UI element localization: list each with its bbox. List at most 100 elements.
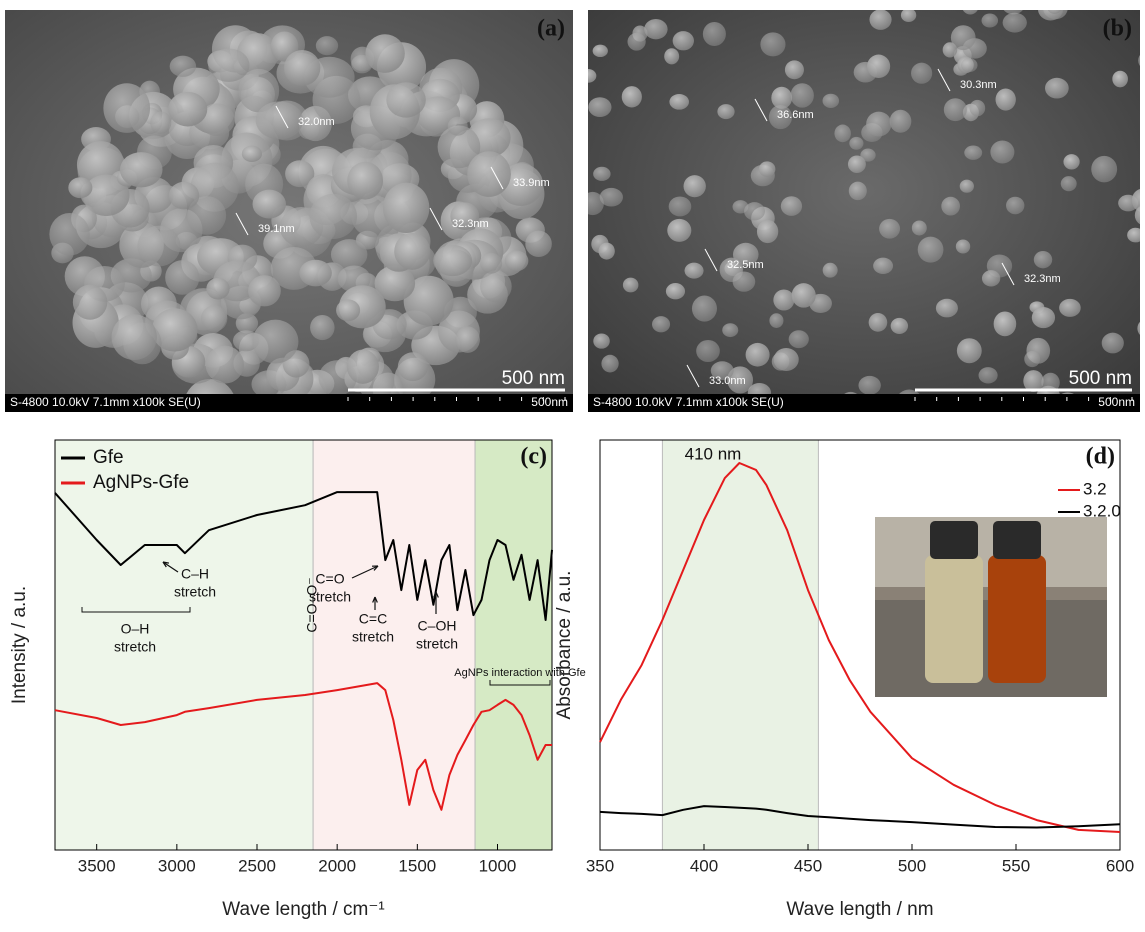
particle [525, 231, 552, 257]
page: {"images":[ {"label":"(a)","measurements… [0, 0, 1145, 927]
particle [588, 97, 611, 117]
particle [834, 125, 851, 143]
particle [365, 34, 404, 73]
particle [979, 367, 998, 383]
particle [684, 175, 706, 197]
region [475, 440, 552, 850]
particle [849, 137, 863, 150]
particle [789, 330, 809, 348]
particle [692, 296, 717, 322]
particle [873, 258, 893, 274]
cap-right [993, 521, 1041, 559]
x-tick-label: 500 [898, 856, 926, 875]
particle [849, 182, 867, 201]
particle [622, 86, 642, 107]
particle [49, 213, 89, 256]
annotation: stretch [114, 639, 156, 655]
particle [943, 42, 957, 57]
particle [628, 33, 646, 51]
particle [823, 94, 840, 108]
particle [733, 271, 756, 291]
particle [760, 32, 785, 56]
particle [961, 58, 977, 72]
particle [956, 240, 970, 254]
particle [757, 220, 778, 243]
particle [1127, 228, 1144, 243]
measurement: 33.9nm [513, 177, 550, 189]
particle [918, 237, 944, 263]
particle [869, 313, 888, 332]
particle [256, 101, 303, 139]
particle [1024, 351, 1040, 367]
scale: 500nm [1098, 395, 1135, 409]
particle [593, 45, 608, 57]
particle [970, 100, 986, 117]
particle [598, 243, 614, 260]
particle [467, 151, 511, 197]
particle [744, 202, 765, 220]
particle [846, 434, 871, 458]
measurement: 30.3nm [960, 79, 997, 91]
particle [696, 340, 720, 362]
panel-label: (c) [520, 444, 547, 470]
x-tick-label: 2500 [238, 856, 276, 875]
x-tick-label: 3000 [158, 856, 196, 875]
particle [796, 415, 817, 435]
particle [960, 180, 974, 193]
x-tick-label: 1500 [398, 856, 436, 875]
particle [790, 83, 813, 107]
particle [398, 352, 428, 381]
particle [593, 333, 609, 348]
legend-label: Gfe [93, 447, 124, 468]
particle [785, 60, 804, 79]
particle [1006, 197, 1024, 215]
y-axis-label: Intensity / a.u. [9, 586, 30, 704]
particle [990, 141, 1014, 164]
particle [644, 19, 667, 39]
particle [936, 299, 958, 318]
particle [1091, 156, 1117, 182]
x-axis-label: Wave length / cm⁻¹ [222, 899, 384, 920]
particle [1032, 307, 1055, 328]
particle [600, 188, 623, 207]
particle [996, 89, 1016, 111]
annotation: 410 nm [685, 444, 742, 463]
particle [170, 56, 196, 77]
particle [757, 0, 772, 10]
particle [336, 299, 360, 321]
annotation: C=O–O⁻ [304, 577, 320, 632]
particle [944, 98, 967, 121]
annotation: stretch [174, 584, 216, 600]
scale: 500nm [531, 395, 568, 409]
particle [1112, 71, 1128, 88]
measurement: 36.6nm [777, 109, 814, 121]
particle [669, 196, 692, 216]
particle [652, 316, 670, 332]
measurement: 39.1nm [258, 223, 295, 235]
annotation: O–H [121, 621, 150, 637]
panel-label: (d) [1086, 444, 1115, 470]
particle [1061, 176, 1077, 191]
particle [73, 285, 107, 320]
particle [774, 348, 799, 371]
particle [137, 226, 180, 267]
particle [867, 55, 890, 78]
particle [762, 414, 780, 432]
scale-bar-label: 500 nm [1069, 368, 1132, 389]
particle [722, 323, 738, 337]
particle [717, 104, 734, 119]
x-tick-label: 600 [1106, 856, 1134, 875]
particle [386, 82, 425, 117]
sem-image: (b)36.6nm30.3nm32.5nm32.3nm33.0nmS-4800 … [495, 0, 1145, 458]
particle [982, 14, 999, 28]
particle [879, 219, 900, 239]
particle [781, 196, 802, 216]
x-axis-label: Wave length / nm [786, 899, 933, 920]
particle [248, 275, 281, 306]
particle [580, 69, 596, 83]
measurement: 32.3nm [452, 218, 489, 230]
particle [1102, 333, 1124, 354]
region [55, 440, 313, 850]
particle [623, 278, 639, 293]
info: S-4800 10.0kV 7.1mm x100k SE(U) [10, 395, 201, 409]
